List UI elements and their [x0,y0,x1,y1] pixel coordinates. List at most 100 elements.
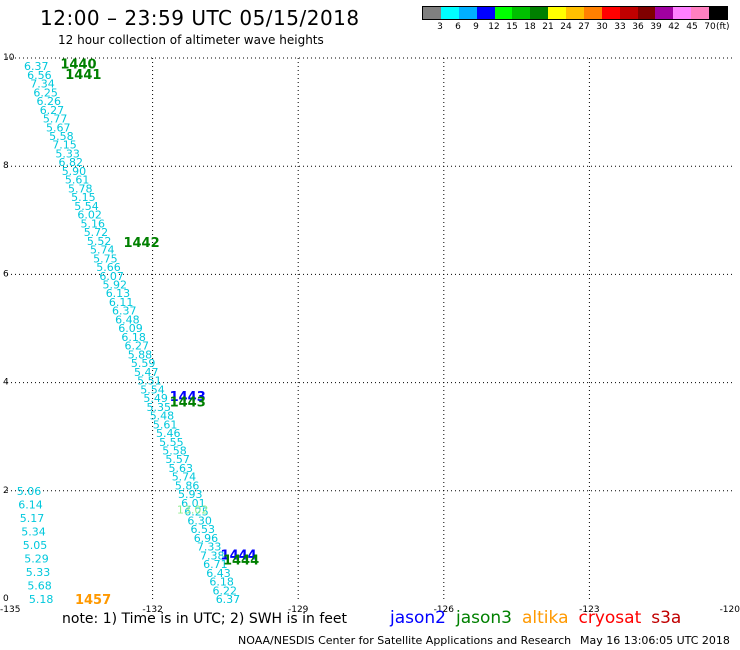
swh-value-label: 6.37 [112,305,137,318]
swh-value-label: 5.33 [55,147,79,160]
color-scale-tick-label: 6 [455,22,461,32]
color-scale-tick-label: 21 [542,22,554,32]
swh-value-label: 5.16 [81,217,106,230]
x-tick-label: -129 [288,605,309,615]
color-swatch [655,7,674,19]
swh-value-label: 5.63 [169,462,194,475]
swh-value-label: 5.74 [90,244,115,257]
swh-value-label: 6.96 [194,532,219,545]
color-swatch [476,7,495,19]
swh-value-label: 5.33 [26,566,51,579]
color-scale-tick-label: 70 [704,22,716,32]
color-scale-tick-label: 30 [596,22,608,32]
color-swatch [548,7,566,19]
swh-value-label: 5.74 [172,471,197,484]
swh-value-label: 6.48 [115,313,140,326]
swh-value-label: 5.49 [143,392,168,405]
swh-value-label: 5.51 [137,375,162,388]
color-swatch [637,7,656,19]
swh-value-label: 5.52 [87,235,112,248]
color-swatch [619,7,638,19]
swh-value-label: 5.17 [20,512,44,525]
orbit-number-label: 1443 [170,396,206,411]
color-swatch [458,7,477,19]
swh-value-label: 5.86 [175,479,200,492]
orbit-number-label: 1440 [60,57,96,72]
swh-value-label: 5.75 [93,252,118,265]
swh-value-label: 6.30 [187,514,212,527]
swh-value-label: 6.26 [37,95,62,108]
swh-value-label: 5.68 [27,579,52,592]
swh-value-label: 5.05 [23,539,47,552]
swh-value-label: 5.78 [68,182,93,195]
color-scale-tick-label: 39 [650,22,662,32]
orbit-number-label: 1443 [170,390,206,405]
swh-value-label: 6.27 [40,104,65,117]
chart-title: 12:00 – 23:59 UTC 05/15/2018 [40,6,360,30]
legend-item-jason2: jason2 [390,608,446,628]
color-swatch [423,7,441,19]
swh-value-label: 5.72 [84,226,109,239]
swh-value-label: 6.53 [191,523,216,536]
color-scale-tick-label: 3 [437,22,443,32]
orbit-number-label: 1444 [223,554,259,569]
swh-value-label: 6.56 [27,69,52,82]
swh-value-label: 7.38 [200,549,225,562]
color-scale-tick-label: 36 [632,22,644,32]
swh-value-label: 6.14 [18,498,43,511]
swh-value-label: 6.01 [181,497,206,510]
generation-timestamp: May 16 13:06:05 UTC 2018 [580,634,730,647]
swh-value-label: 6.11 [109,296,134,309]
swh-value-label: 6.02 [77,209,102,222]
swh-value-label: 5.93 [178,488,203,501]
swh-value-label: 5.58 [162,444,187,457]
orbit-number-label: 1457 [75,593,111,608]
color-scale-tick-label: 33 [614,22,626,32]
orbit-number-label: 1441 [65,68,101,83]
color-swatch [583,7,602,19]
swh-value-label: 6.18 [209,576,234,589]
swh-value-label: 5.54 [74,200,99,213]
swh-value-label: 5.61 [65,174,90,187]
chart-subtitle: 12 hour collection of altimeter wave hei… [58,33,324,47]
swh-value-label: 5.58 [49,130,74,143]
swh-value-label: 5.06 [17,485,41,498]
swh-value-label: 5.61 [153,418,178,431]
x-tick-label: -120 [720,605,740,615]
footnote: note: 1) Time is in UTC; 2) SWH is in fe… [62,611,348,627]
swh-value-label: 5.48 [150,410,175,423]
orbit-number-label: 1444 [221,549,257,564]
credit-line: NOAA/NESDIS Center for Satellite Applica… [238,634,572,647]
swh-value-label: 5.88 [128,348,153,361]
color-swatch [440,7,459,19]
color-swatch [566,7,584,19]
swh-value-label: 5.34 [21,525,46,538]
swh-value-label: 6.09 [118,322,143,335]
swh-value-label: 13.02 [177,504,209,517]
color-swatch [673,7,692,19]
color-scale-tick-label: 45 [686,22,698,32]
y-tick-label: 8 [3,161,9,171]
swh-value-label: 5.15 [71,191,96,204]
y-tick-label: 2 [3,486,9,496]
swh-value-label: 5.59 [131,357,156,370]
swh-value-label: 5.18 [29,593,54,606]
color-scale-legend: 3 6 9 12 15 18 21 24 27 30 33 36 39 42 45 70 (ft) [422,6,730,34]
swh-value-label: 5.46 [156,427,181,440]
swh-value-label: 5.92 [103,279,128,292]
swh-value-label: 6.25 [184,506,209,519]
swh-value-label: 7.33 [197,541,222,554]
swh-value-label: 6.37 [24,60,48,73]
swh-value-label: 5.35 [147,401,172,414]
color-swatch [601,7,620,19]
swh-value-label: 5.57 [165,453,190,466]
color-scale-tick-label: 27 [578,22,590,32]
color-swatch [709,7,727,19]
swh-value-label: 5.67 [46,121,71,134]
orbit-number-label: 1442 [123,236,159,251]
y-tick-label: 10 [3,53,15,63]
legend-item-s3a: s3a [651,608,682,628]
swh-value-label: 6.37 [216,593,241,606]
legend-item-altika: altika [522,608,569,628]
